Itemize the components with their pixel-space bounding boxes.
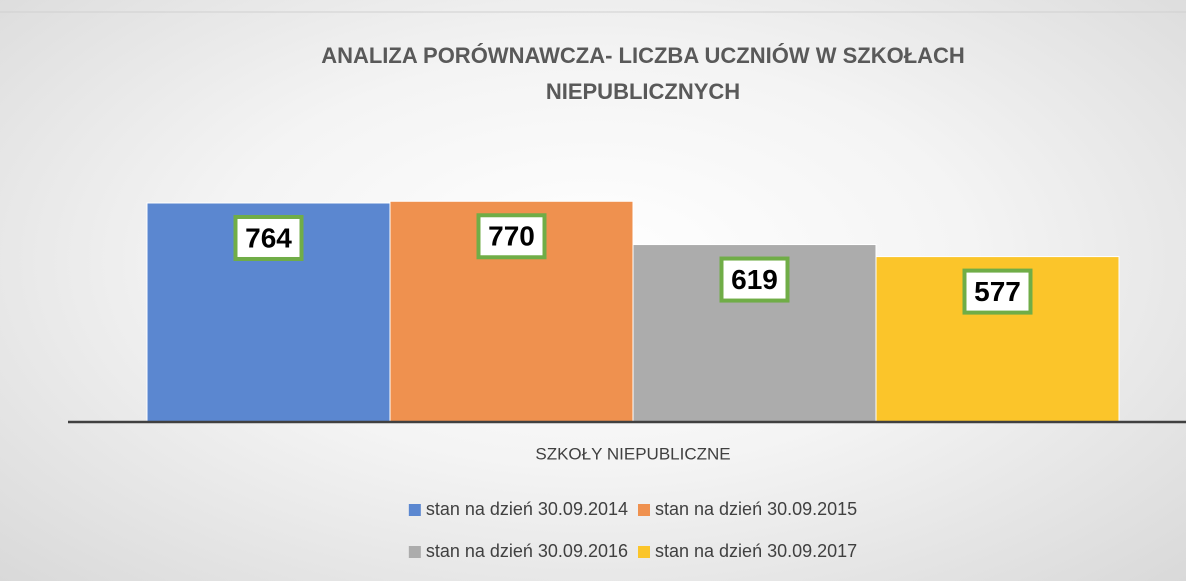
data-label-box	[476, 213, 547, 260]
data-label-box	[962, 268, 1033, 315]
x-tick-label: SZKOŁY NIEPUBLICZNE	[535, 444, 730, 463]
legend-label: stan na dzień 30.09.2017	[655, 541, 857, 561]
data-label: 764	[245, 222, 292, 253]
legend-label: stan na dzień 30.09.2014	[426, 499, 628, 519]
legend-row: stan na dzień 30.09.2016 stan na dzień 30…	[408, 541, 857, 561]
data-label: 619	[731, 264, 778, 295]
chart-title: ANALIZA PORÓWNAWCZA- LICZBA UCZNIÓW W SZ…	[321, 43, 965, 104]
data-label: 770	[488, 221, 535, 252]
data-label-box	[719, 256, 790, 303]
legend-swatch	[638, 504, 650, 516]
legend-row: stan na dzień 30.09.2014 stan na dzień 30…	[408, 499, 857, 519]
data-label: 577	[974, 276, 1021, 307]
legend-swatch	[408, 504, 421, 516]
data-label-box	[233, 214, 304, 261]
legend-swatch	[408, 546, 421, 558]
legend-label: stan na dzień 30.09.2015	[655, 499, 857, 519]
legend-swatch	[638, 546, 650, 558]
legend-label: stan na dzień 30.09.2016	[426, 541, 628, 561]
